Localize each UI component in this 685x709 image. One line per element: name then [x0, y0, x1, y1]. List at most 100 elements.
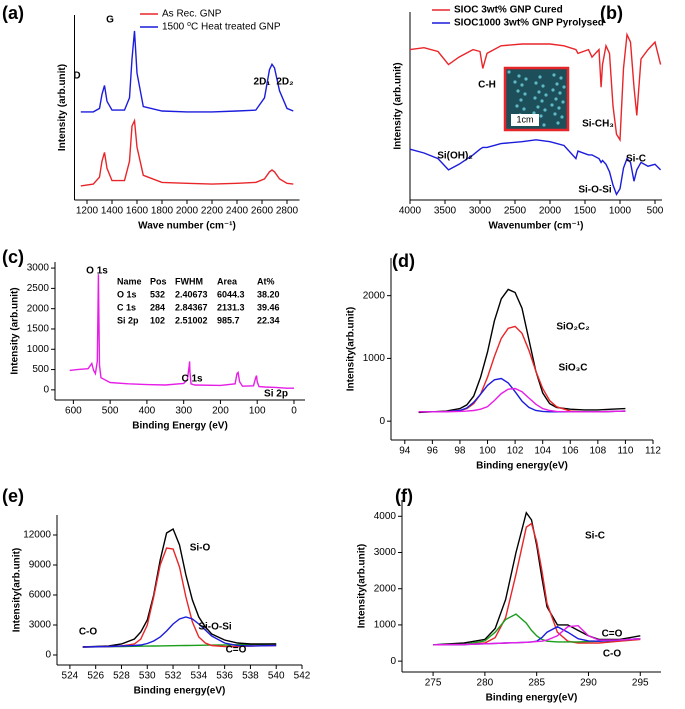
table-cell: 2.51002: [175, 315, 208, 325]
table-cell: 22.34: [257, 315, 280, 325]
inset-texture: [522, 107, 526, 111]
table-header: FWHM: [175, 276, 203, 286]
inset-texture: [539, 114, 543, 118]
y-tick-label: 2000: [27, 303, 50, 314]
x-tick-label: 295: [632, 678, 649, 689]
annotation: Si-CH₃: [582, 119, 614, 130]
y-tick-label: 4000: [374, 511, 397, 522]
data-line: [80, 30, 294, 113]
y-tick-label: 3000: [27, 263, 50, 274]
inset-texture: [542, 123, 546, 127]
legend-label: SIOC1000 3wt% GNP Pyrolysed: [454, 18, 604, 29]
x-tick-label: 500: [102, 406, 119, 417]
x-tick-label: 530: [139, 671, 156, 682]
legend-label: As Rec. GNP: [162, 9, 222, 20]
data-line: [82, 547, 277, 648]
y-axis-title: Intensity (arb.unit): [393, 62, 404, 149]
x-tick-label: 2000: [539, 206, 562, 217]
x-tick-label: 110: [617, 446, 633, 457]
y-axis-title: Intensity(arb.unit): [346, 307, 357, 391]
inset-texture: [519, 98, 523, 102]
table-header: At%: [257, 276, 275, 286]
data-line: [418, 377, 626, 413]
x-tick-label: 528: [113, 671, 130, 682]
y-tick-label: 1000: [27, 344, 50, 355]
x-tick-label: 1400: [101, 206, 124, 217]
inset-texture: [540, 99, 544, 103]
x-tick-label: 2800: [276, 206, 299, 217]
annotation: 2D₂: [276, 77, 293, 88]
x-tick-label: 1200: [76, 206, 99, 217]
data-line: [418, 325, 626, 413]
data-line: [418, 288, 626, 414]
panel-label: (b): [600, 3, 623, 23]
y-tick-label: 500: [32, 364, 49, 375]
y-tick-label: 0: [43, 384, 49, 395]
x-tick-label: 2600: [251, 206, 274, 217]
x-tick-label: 400: [139, 406, 156, 417]
panel-label: (f): [395, 486, 413, 506]
inset-texture: [524, 77, 528, 81]
x-tick-label: 96: [427, 446, 439, 457]
annotation: SiO₂C₂: [556, 322, 589, 333]
inset-label: 1cm: [516, 114, 533, 124]
table-cell: 6044.3: [217, 289, 245, 299]
annotation: Si-O-Si: [578, 185, 612, 196]
y-tick-label: 9000: [29, 560, 52, 571]
inset-scale-box: [511, 114, 539, 126]
x-tick-label: 108: [589, 446, 606, 457]
y-tick-label: 2500: [27, 283, 50, 294]
inset-texture: [541, 84, 545, 88]
legend-label: SIOC 3wt% GNP Cured: [454, 5, 563, 16]
table-header: Pos: [150, 276, 167, 286]
x-tick-label: 112: [645, 446, 661, 457]
inset-texture: [513, 80, 517, 84]
x-tick-label: 94: [399, 446, 411, 457]
annotation: C 1s: [181, 374, 203, 385]
x-tick-label: 1500: [574, 206, 597, 217]
inset-texture: [543, 108, 547, 112]
y-tick-label: 3000: [29, 620, 52, 631]
y-tick-label: 3000: [374, 547, 397, 558]
inset-texture: [550, 103, 554, 107]
inset-texture: [523, 92, 527, 96]
inset-texture: [516, 89, 520, 93]
x-tick-label: 0: [291, 406, 297, 417]
y-tick-label: 2000: [363, 290, 386, 301]
x-tick-label: 1600: [126, 206, 149, 217]
data-line: [418, 387, 626, 413]
inset-texture: [560, 115, 564, 119]
data-line: [433, 522, 641, 646]
annotation: G: [106, 15, 114, 26]
annotation: C=O: [226, 645, 247, 656]
table-cell: 2.40673: [175, 289, 208, 299]
table-cell: 39.46: [257, 302, 280, 312]
y-tick-label: 6000: [29, 590, 52, 601]
annotation: Si-C: [626, 154, 646, 165]
y-axis-title: Intensity (arb.unit): [10, 287, 21, 374]
x-tick-label: 200: [212, 406, 229, 417]
x-tick-label: 524: [62, 671, 79, 682]
x-tick-label: 600: [65, 406, 82, 417]
x-tick-label: 98: [454, 446, 466, 457]
x-tick-label: 300: [175, 406, 192, 417]
x-tick-label: 100: [479, 446, 496, 457]
x-tick-label: 275: [425, 678, 442, 689]
annotation: 2D₁: [254, 77, 271, 88]
x-tick-label: 102: [507, 446, 524, 457]
x-tick-label: 2400: [226, 206, 249, 217]
panel-label: (e): [2, 486, 24, 506]
data-line: [409, 32, 662, 143]
x-tick-label: 104: [534, 446, 551, 457]
x-tick-label: 532: [165, 671, 182, 682]
x-tick-label: 2500: [504, 206, 527, 217]
inset-texture: [507, 70, 511, 74]
annotation: C-O: [603, 649, 622, 660]
y-tick-label: 12000: [23, 530, 51, 541]
table-header: Name: [117, 276, 142, 286]
x-axis-title: Binding Energy (eV): [132, 421, 228, 432]
table-cell: O 1s: [117, 289, 137, 299]
data-line: [409, 139, 662, 196]
data-line: [82, 616, 277, 648]
x-tick-label: 3500: [434, 206, 457, 217]
